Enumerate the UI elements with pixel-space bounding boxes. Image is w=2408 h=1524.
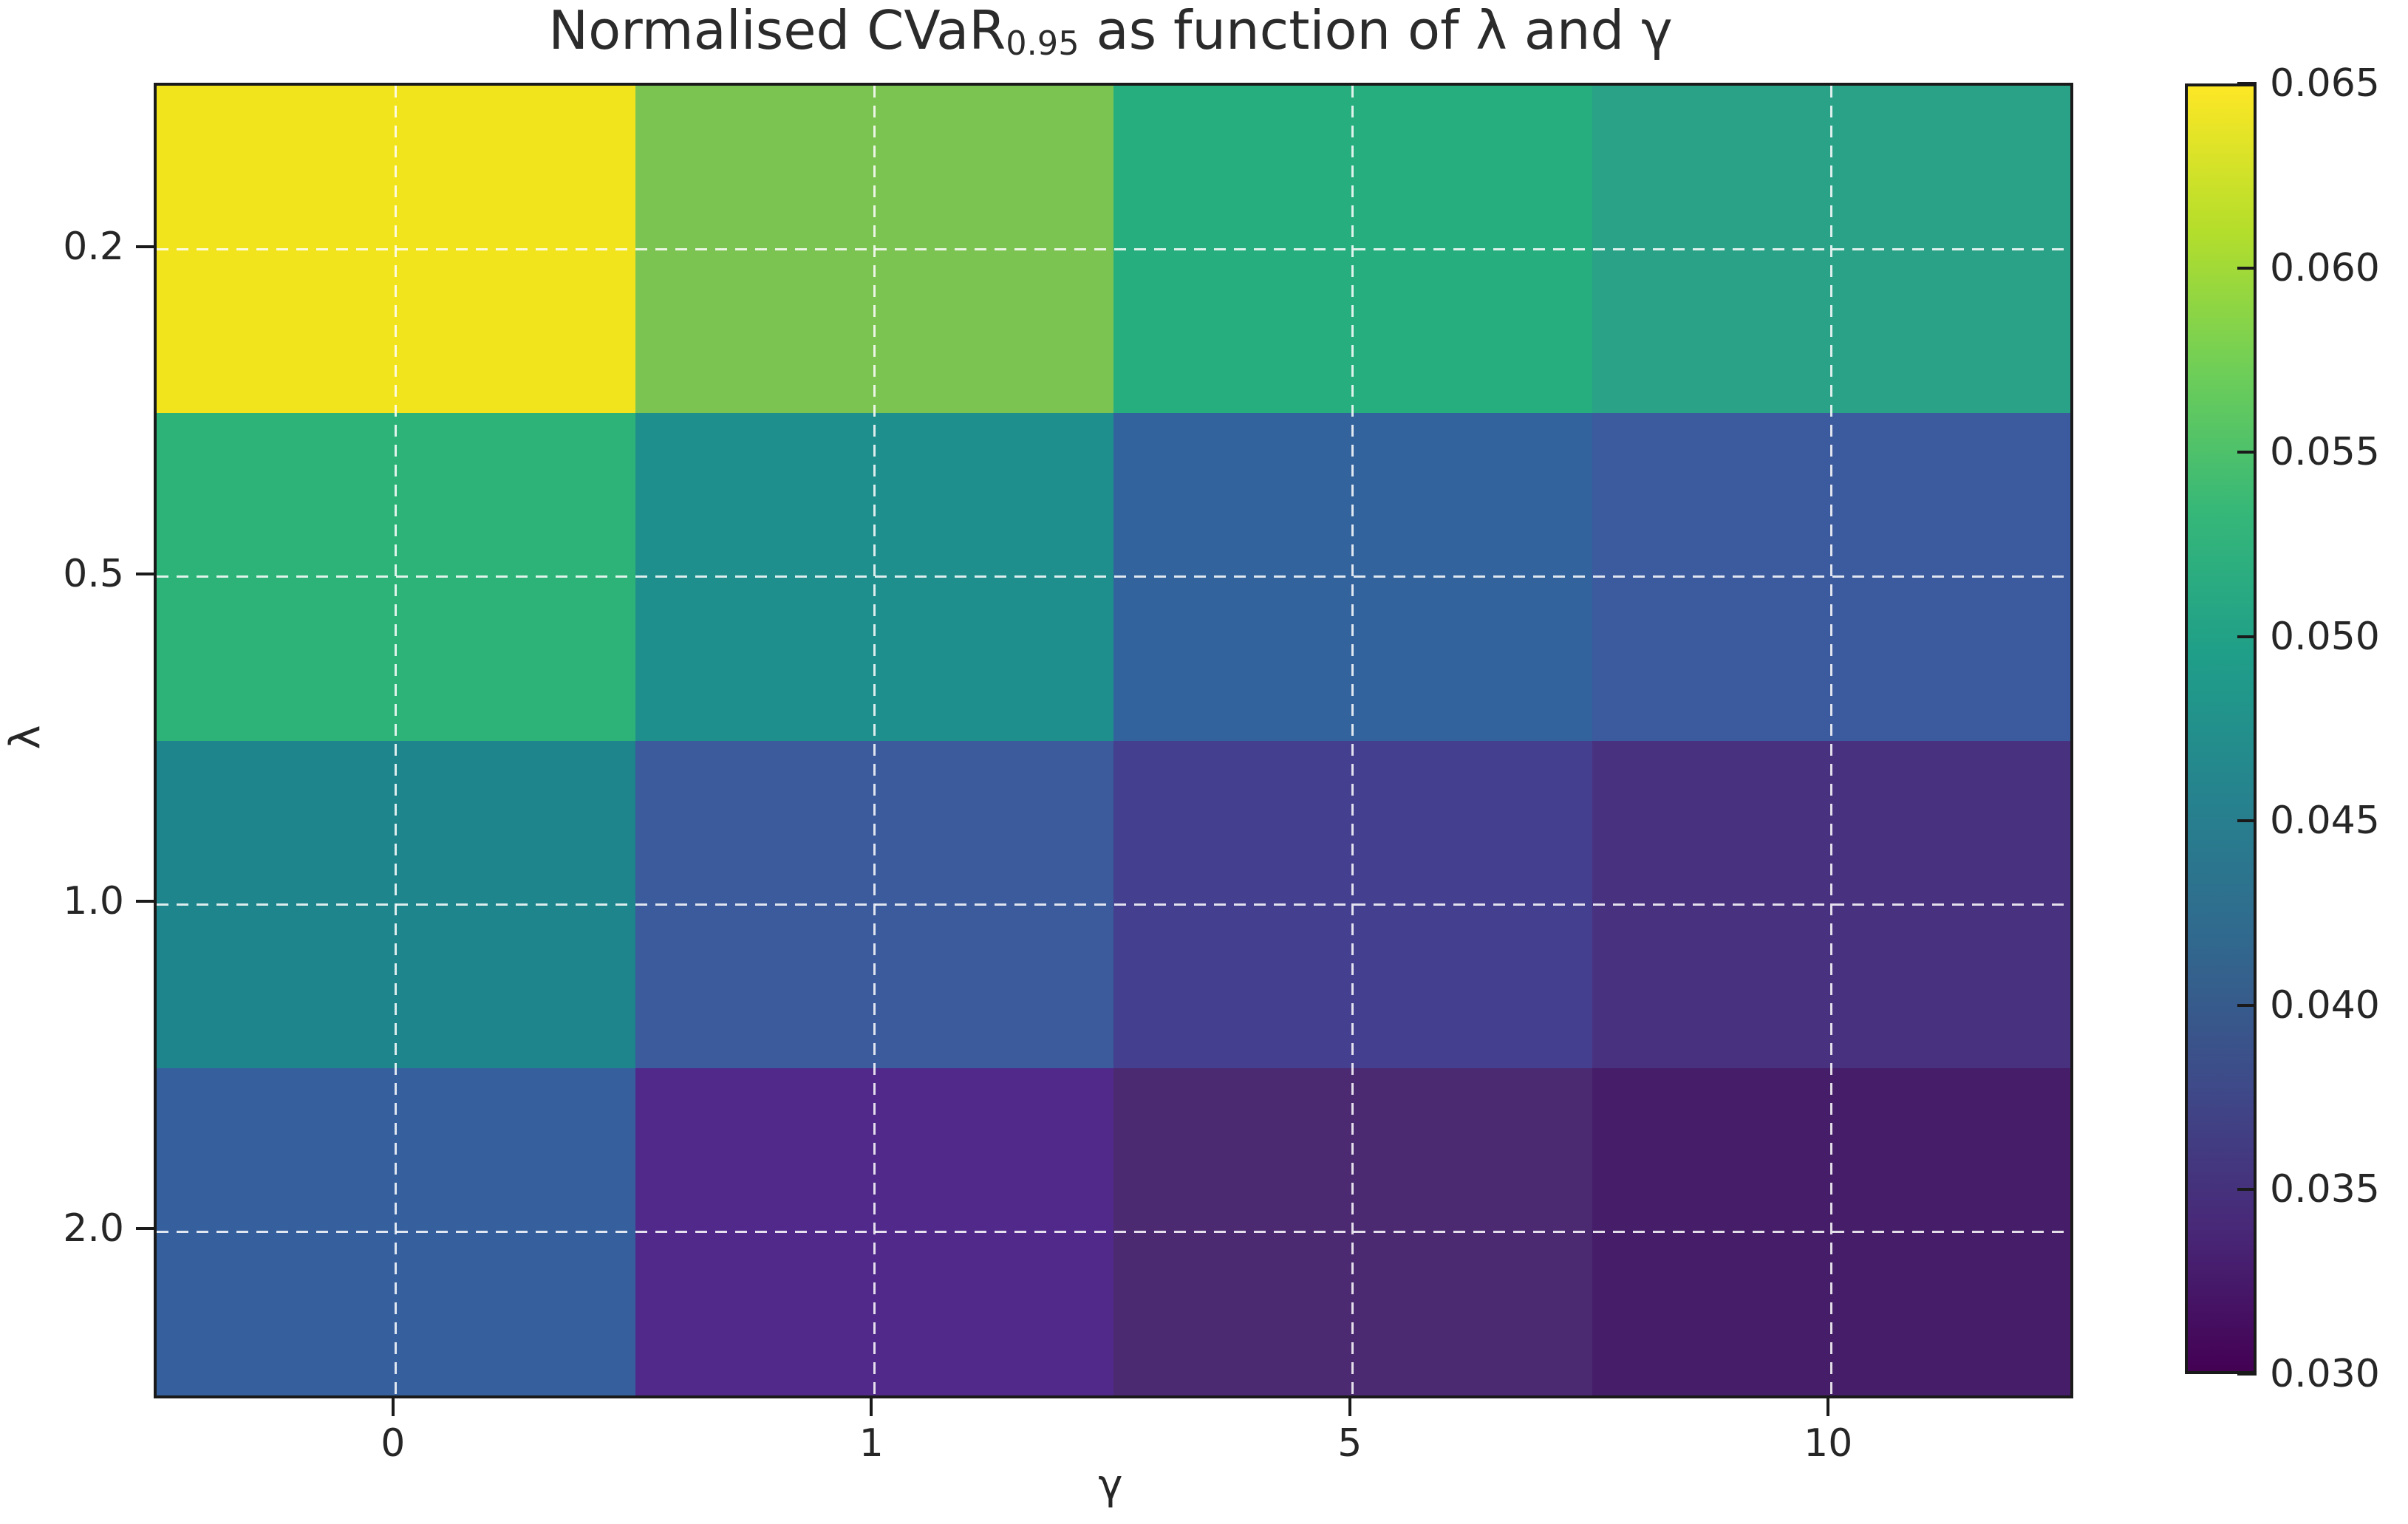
colorbar-tick-mark [2237,635,2257,638]
heatmap-cell-lambda-1-gamma-1 [635,740,1113,1068]
heatmap-cell-lambda-1-gamma-0 [157,740,635,1068]
chart-title: Normalised CVaR0.95 as function of λ and… [548,0,1673,64]
heatmap-cell-lambda-2-gamma-5 [1113,1067,1592,1395]
colorbar-tick-label: 0.055 [2270,430,2380,475]
colorbar-gradient [2188,86,2254,1371]
colorbar-tick-mark [2237,1003,2257,1007]
colorbar-tick-mark [2237,1373,2257,1376]
colorbar-tick-label: 0.050 [2270,614,2380,659]
heatmap-cell-lambda-0.2-gamma-5 [1113,86,1592,414]
heatmap-cell-lambda-0.5-gamma-1 [635,413,1113,741]
x-tick-mark [391,1398,395,1416]
colorbar-tick-label: 0.060 [2270,245,2380,290]
y-tick-mark [136,245,154,248]
x-tick-mark [870,1398,873,1416]
heatmap-cell-lambda-0.2-gamma-10 [1592,86,2070,414]
x-axis-label: γ [1098,1461,1123,1509]
x-tick-mark [1348,1398,1351,1416]
colorbar-tick-mark [2237,451,2257,454]
chart-title-suffix: as function of λ and γ [1079,0,1673,61]
x-tick-mark [1827,1398,1830,1416]
chart-title-prefix: Normalised CVaR [548,0,1006,61]
y-tick-label: 2.0 [63,1206,124,1251]
heatmap-cell-lambda-0.5-gamma-0 [157,413,635,741]
y-tick-mark [136,1227,154,1231]
x-tick-label: 1 [859,1421,884,1466]
heatmap-cell-lambda-0.2-gamma-0 [157,86,635,414]
y-tick-mark [136,900,154,903]
x-tick-label: 0 [381,1421,406,1466]
heatmap-cell-lambda-2-gamma-0 [157,1067,635,1395]
y-axis-label: λ [1,725,50,750]
heatmap-cell-lambda-1-gamma-10 [1592,740,2070,1068]
y-tick-mark [136,572,154,575]
heatmap-cell-lambda-2-gamma-10 [1592,1067,2070,1395]
colorbar-tick-mark [2237,1188,2257,1192]
colorbar-tick-label: 0.045 [2270,799,2380,844]
chart-title-subscript: 0.95 [1006,24,1079,64]
heatmap-cell-lambda-2-gamma-1 [635,1067,1113,1395]
colorbar-tick-label: 0.030 [2270,1352,2380,1396]
plot-area [154,83,2073,1398]
heatmap-cell-lambda-0.2-gamma-1 [635,86,1113,414]
y-tick-label: 0.2 [63,224,124,269]
colorbar-tick-label: 0.035 [2270,1167,2380,1212]
y-tick-label: 0.5 [63,551,124,596]
heatmap-cell-lambda-0.5-gamma-10 [1592,413,2070,741]
colorbar-tick-mark [2237,266,2257,270]
y-tick-label: 1.0 [63,879,124,924]
colorbar-tick-mark [2237,82,2257,85]
heatmap-cell-lambda-0.5-gamma-5 [1113,413,1592,741]
colorbar-tick-label: 0.065 [2270,61,2380,106]
colorbar-tick-label: 0.040 [2270,983,2380,1028]
heatmap-cell-lambda-1-gamma-5 [1113,740,1592,1068]
x-tick-label: 5 [1337,1421,1362,1466]
colorbar [2185,83,2257,1374]
colorbar-tick-mark [2237,819,2257,823]
x-tick-label: 10 [1804,1421,1853,1466]
